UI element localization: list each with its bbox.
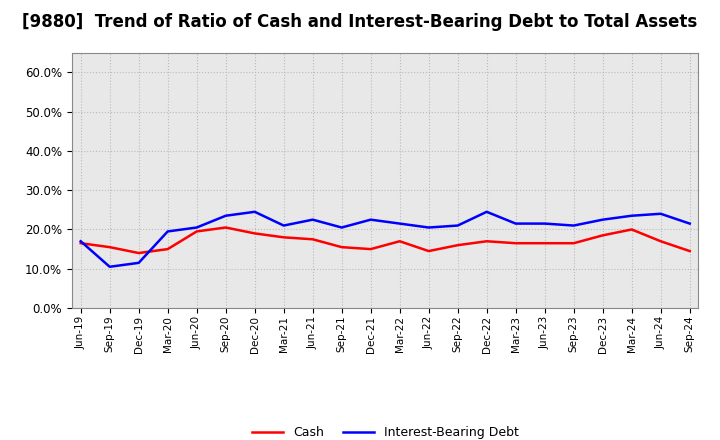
Cash [221,225,230,230]
Interest-Bearing Debt [454,223,462,228]
Cash [192,229,201,234]
Interest-Bearing Debt [598,217,607,222]
Cash [338,245,346,250]
Interest-Bearing Debt [657,211,665,216]
Interest-Bearing Debt [163,229,172,234]
Interest-Bearing Debt [76,238,85,244]
Interest-Bearing Debt [424,225,433,230]
Line: Cash: Cash [81,227,690,253]
Cash [570,241,578,246]
Cash [105,245,114,250]
Cash [279,235,288,240]
Interest-Bearing Debt [308,217,317,222]
Line: Interest-Bearing Debt: Interest-Bearing Debt [81,212,690,267]
Cash [511,241,520,246]
Cash [598,233,607,238]
Cash [541,241,549,246]
Cash [657,238,665,244]
Interest-Bearing Debt [541,221,549,226]
Interest-Bearing Debt [511,221,520,226]
Cash [685,249,694,254]
Interest-Bearing Debt [279,223,288,228]
Cash [251,231,259,236]
Cash [308,237,317,242]
Legend: Cash, Interest-Bearing Debt: Cash, Interest-Bearing Debt [247,422,523,440]
Interest-Bearing Debt [251,209,259,214]
Interest-Bearing Debt [366,217,375,222]
Interest-Bearing Debt [105,264,114,269]
Interest-Bearing Debt [685,221,694,226]
Text: [9880]  Trend of Ratio of Cash and Interest-Bearing Debt to Total Assets: [9880] Trend of Ratio of Cash and Intere… [22,13,698,31]
Interest-Bearing Debt [482,209,491,214]
Cash [627,227,636,232]
Interest-Bearing Debt [395,221,404,226]
Interest-Bearing Debt [627,213,636,218]
Cash [482,238,491,244]
Cash [135,250,143,256]
Cash [454,242,462,248]
Interest-Bearing Debt [135,260,143,265]
Cash [424,249,433,254]
Cash [366,246,375,252]
Cash [76,241,85,246]
Cash [395,238,404,244]
Interest-Bearing Debt [338,225,346,230]
Interest-Bearing Debt [570,223,578,228]
Interest-Bearing Debt [221,213,230,218]
Cash [163,246,172,252]
Interest-Bearing Debt [192,225,201,230]
